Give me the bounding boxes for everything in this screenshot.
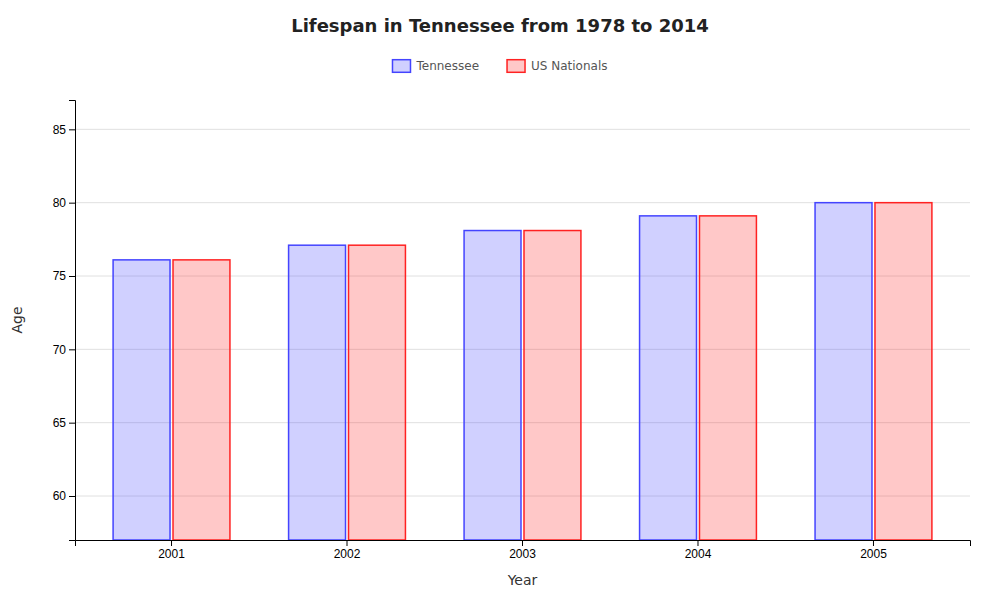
bar (640, 216, 697, 540)
tick-mark (69, 129, 75, 130)
legend-item: US Nationals (507, 59, 607, 73)
series (173, 203, 932, 540)
tick-mark (347, 540, 348, 546)
tick: 70 (53, 343, 75, 357)
tick: 2005 (860, 540, 887, 561)
tick: 2003 (509, 540, 536, 561)
tick-label: 2003 (509, 547, 536, 561)
bar (875, 203, 932, 540)
tick-label: 80 (53, 196, 67, 210)
tick-label: 75 (53, 269, 67, 283)
bar (699, 216, 756, 540)
bar (815, 203, 872, 540)
tick-mark (69, 349, 75, 350)
axis-line (76, 541, 971, 547)
tick-label: 2004 (685, 547, 712, 561)
tick-mark (69, 203, 75, 204)
chart: 2001 2002 2003 2004 2005 60 65 70 75 80 85 Year Age L… (0, 0, 1000, 600)
bar (524, 231, 581, 540)
y-axis-title: Age (9, 306, 25, 333)
tick: 80 (53, 196, 75, 210)
bar (464, 231, 521, 540)
bar (173, 260, 230, 540)
legend-item: Tennessee (392, 59, 479, 73)
y-axis: 60 65 70 75 80 85 (53, 101, 76, 541)
tick: 60 (53, 489, 75, 503)
tick-label: 65 (53, 416, 67, 430)
legend-swatch (507, 60, 525, 73)
tick-mark (69, 496, 75, 497)
tick-label: 70 (53, 343, 67, 357)
legend-swatch (392, 60, 410, 73)
tick-label: 60 (53, 489, 67, 503)
x-axis-title: Year (507, 572, 538, 588)
tick-mark (69, 423, 75, 424)
tick: 85 (53, 123, 75, 137)
tick: 65 (53, 416, 75, 430)
bar (349, 245, 406, 540)
axis-line (69, 101, 76, 541)
tick-mark (171, 540, 172, 546)
tick-label: 2005 (860, 547, 887, 561)
series (113, 203, 872, 540)
grid-line (75, 129, 970, 130)
tick-mark (697, 540, 698, 546)
legend: Tennessee US Nationals (392, 59, 607, 73)
bar (113, 260, 170, 540)
tick: 75 (53, 269, 75, 283)
bar (289, 245, 346, 540)
tick-mark (522, 540, 523, 546)
bars (113, 203, 932, 540)
tick: 2001 (158, 540, 185, 561)
legend-label: Tennessee (415, 59, 479, 73)
tick-label: 85 (53, 123, 67, 137)
tick-mark (69, 276, 75, 277)
tick-label: 2001 (158, 547, 185, 561)
plot: 2001 2002 2003 2004 2005 60 65 70 75 80 85 (53, 101, 971, 561)
tick: 2004 (685, 540, 712, 561)
title: Lifespan in Tennessee from 1978 to 2014 (291, 15, 709, 36)
tick: 2002 (334, 540, 361, 561)
tick-mark (873, 540, 874, 546)
legend-label: US Nationals (531, 59, 607, 73)
tick-label: 2002 (334, 547, 361, 561)
x-axis: 2001 2002 2003 2004 2005 (76, 540, 971, 561)
